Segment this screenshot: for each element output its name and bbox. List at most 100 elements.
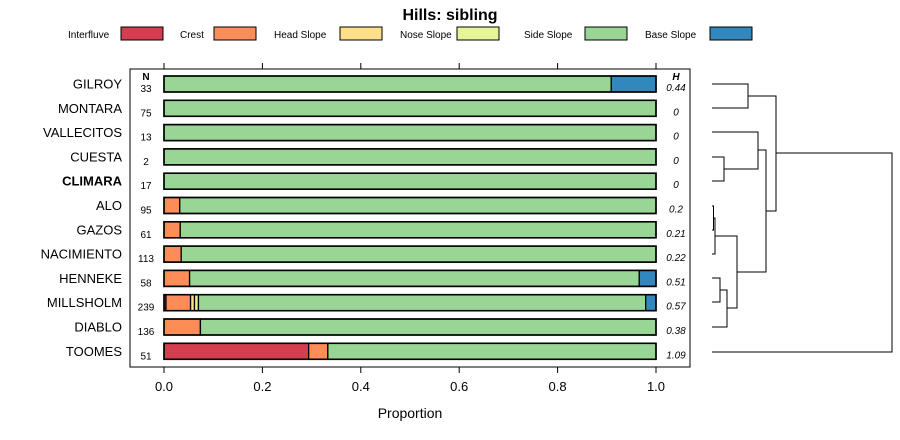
n-value: 58 [140, 278, 152, 289]
row-label: GILROY [73, 77, 122, 92]
legend-swatch [120, 26, 164, 41]
bar-segment [645, 294, 657, 312]
bar-outline [163, 148, 657, 166]
bar-segment [188, 269, 640, 288]
row-label: CLIMARA [62, 174, 123, 189]
row-label: NACIMIENTO [41, 247, 122, 262]
legend-label: Base Slope [645, 30, 697, 41]
n-value: 75 [140, 108, 152, 119]
dendrogram [712, 83, 893, 353]
x-tick-label: 0.2 [253, 379, 271, 394]
top-axis-ticks [163, 63, 657, 69]
bar-outline [163, 318, 657, 336]
bar-outline [163, 293, 657, 312]
row-label: MILLSHOLM [47, 295, 122, 310]
bar-segment [307, 342, 329, 360]
bar-outline [163, 172, 657, 190]
n-value: 2 [143, 157, 149, 168]
bar-segment [199, 318, 657, 336]
bar-segment [163, 342, 310, 360]
bar-outline [163, 245, 657, 263]
bar-segment [179, 196, 657, 215]
n-value: 51 [140, 351, 152, 362]
bar-segment [163, 245, 182, 263]
h-value: 0 [673, 156, 679, 167]
legend-label: Side Slope [524, 30, 573, 41]
legend-label: Crest [180, 30, 204, 41]
dendrogram-branch [748, 95, 777, 212]
bar-segment [163, 99, 657, 117]
bar-segment [638, 269, 657, 288]
h-value: 1.09 [666, 350, 686, 361]
n-value: 13 [140, 133, 152, 144]
bar-segment [165, 294, 192, 312]
h-column-header: H [672, 72, 680, 83]
h-value: 0.21 [666, 229, 685, 240]
x-tick-label: 0.6 [450, 379, 468, 394]
legend-swatch [339, 26, 383, 41]
h-value: 0.38 [666, 326, 686, 337]
bar-rows: GILROY 33 0.44 MONTARA 75 0 VALLECITOS 13 0 CUEST… [41, 75, 686, 362]
bar-segment [163, 318, 202, 336]
h-value: 0.22 [666, 253, 686, 264]
bar-segment [197, 294, 647, 312]
h-value: 0 [673, 180, 679, 191]
bar-segment [163, 148, 657, 166]
h-value: 0.2 [669, 205, 683, 216]
x-axis: 0.0 0.2 0.4 0.6 0.8 1.0 [155, 367, 665, 394]
bar-segment [163, 269, 191, 288]
n-column-header: N [142, 72, 149, 83]
x-tick-label: 0.0 [155, 379, 173, 394]
legend-swatch [213, 26, 257, 41]
bar-segment [180, 245, 657, 263]
bar-segment [179, 221, 657, 239]
n-value: 95 [140, 206, 152, 217]
bar-segment [610, 75, 657, 93]
h-value: 0 [673, 132, 679, 143]
n-value: 136 [138, 327, 155, 338]
n-value: 239 [138, 303, 155, 314]
dendrogram-branch [715, 235, 738, 309]
bar-segment [327, 342, 657, 360]
h-value: 0 [673, 107, 679, 118]
h-value: 0.57 [666, 302, 686, 313]
row-label: TOOMES [66, 344, 122, 359]
legend-label: Nose Slope [400, 30, 452, 41]
plot-frame [129, 68, 691, 368]
x-tick-label: 0.4 [352, 379, 370, 394]
n-value: 33 [140, 84, 152, 95]
bar-outline [163, 221, 657, 239]
legend: Interfluve Crest Head Slope Nose Slope Side … [68, 26, 753, 41]
chart-title: Hills: sibling [402, 7, 497, 24]
row-label: GAZOS [76, 222, 122, 237]
dendrogram-branch [712, 83, 749, 109]
row-label: ALO [96, 198, 122, 213]
n-value: 17 [140, 181, 152, 192]
dendrogram-branch [712, 152, 893, 353]
dendrogram-branch [712, 131, 759, 170]
dendrogram-branch [712, 205, 714, 231]
bar-outline [163, 123, 657, 142]
x-tick-label: 0.8 [549, 379, 567, 394]
dendrogram-branch [712, 277, 721, 303]
n-value: 113 [138, 254, 154, 265]
bar-outline [163, 269, 657, 288]
row-label: MONTARA [58, 101, 122, 116]
x-axis-label: Proportion [378, 405, 443, 421]
h-value: 0.44 [666, 83, 686, 94]
row-label: HENNEKE [59, 271, 122, 286]
legend-swatch [584, 26, 628, 41]
legend-label: Interfluve [68, 30, 110, 41]
bar-segment [163, 196, 181, 215]
legend-label: Head Slope [274, 30, 327, 41]
dendrogram-branch [737, 149, 767, 273]
bar-outline [163, 196, 657, 215]
bar-outline [163, 99, 657, 118]
bar-segment [163, 75, 612, 93]
bar-segment [163, 123, 657, 142]
legend-swatch [456, 26, 500, 41]
bar-segment [163, 221, 181, 239]
bar-outline [163, 342, 657, 361]
